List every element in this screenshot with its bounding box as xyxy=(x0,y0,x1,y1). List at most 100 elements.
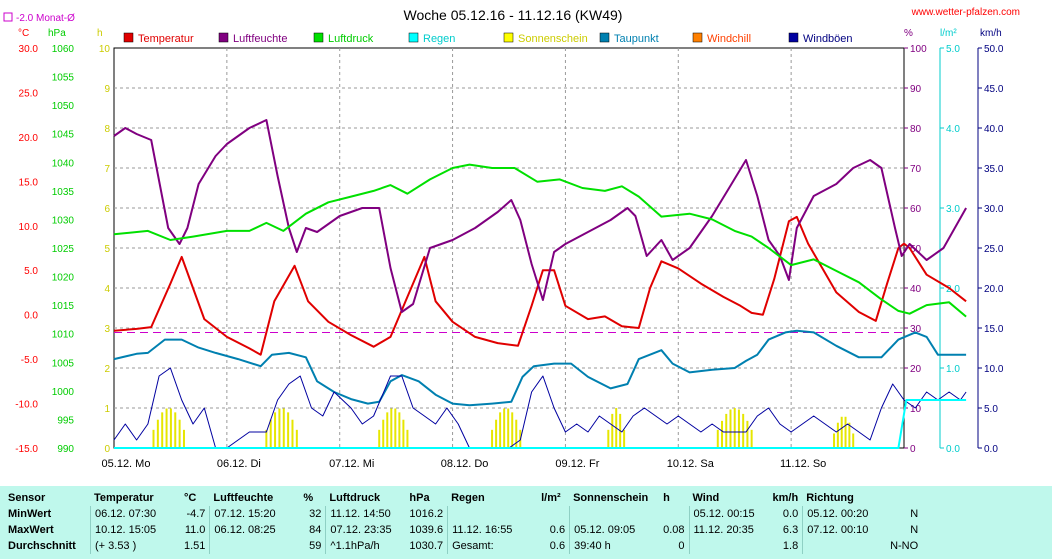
celsius-tick-label: -5.0 xyxy=(21,355,39,366)
hpa-tick-label: 995 xyxy=(57,415,74,426)
stats-row-avg: Durchschnitt (+ 3.53 ) 1.51 59 ^1.1hPa/h… xyxy=(4,538,922,554)
stats-header-sun: Sonnenschein xyxy=(573,492,649,504)
legend-label: Windböen xyxy=(803,33,853,45)
hpa-tick-label: 1050 xyxy=(52,101,75,112)
stats-header-wind: Wind xyxy=(692,492,720,504)
celsius-tick-label: 15.0 xyxy=(19,177,39,188)
stats-header-rain-unit: l/m² xyxy=(541,492,561,504)
hpa-tick-label: 1000 xyxy=(52,387,75,398)
celsius-tick-label: 20.0 xyxy=(19,133,39,144)
h-tick-label: 2 xyxy=(104,364,110,375)
stats-header-sensor: Sensor xyxy=(8,492,46,504)
lm2-tick-label: 4.0 xyxy=(946,124,960,135)
stats-cell xyxy=(447,506,537,522)
stats-cell: 39:40 h xyxy=(569,538,659,554)
kmh-tick-label: 40.0 xyxy=(984,124,1004,135)
legend-swatch xyxy=(692,32,703,43)
legend-label: Luftdruck xyxy=(328,33,374,45)
hpa-tick-label: 1010 xyxy=(52,330,75,341)
legend-swatch xyxy=(408,32,419,43)
stats-cell: -4.7 xyxy=(186,508,206,520)
stats-cell: 1.51 xyxy=(184,540,206,552)
h-tick-label: 8 xyxy=(104,124,110,135)
series-line-luftdruck xyxy=(113,163,967,318)
stats-cell: 06.12. 07:30 xyxy=(90,506,180,522)
percent-tick-label: 100 xyxy=(910,44,927,55)
stats-cell: 05.12. 09:05 xyxy=(569,522,659,538)
kmh-tick-label: 10.0 xyxy=(984,364,1004,375)
stats-cell: N xyxy=(910,524,919,536)
stats-header-press: Luftdruck xyxy=(329,492,381,504)
legend-swatch xyxy=(123,32,134,43)
unit-celsius: °C xyxy=(18,28,29,39)
hpa-tick-label: 1015 xyxy=(52,301,75,312)
h-tick-label: 3 xyxy=(104,324,110,335)
series-line-windböen xyxy=(113,367,967,449)
stats-cell: 05.12. 00:20 xyxy=(802,506,884,522)
day-label: 08.12. Do xyxy=(441,458,489,470)
stats-cell: ^1.1hPa/h xyxy=(325,538,405,554)
stats-cell: 0.6 xyxy=(549,524,566,536)
unit-kmh: km/h xyxy=(980,28,1002,39)
kmh-tick-label: 5.0 xyxy=(984,404,998,415)
legend-label: Regen xyxy=(423,33,455,45)
hpa-tick-label: 1035 xyxy=(52,187,75,198)
stats-header-sun-unit: h xyxy=(663,492,670,504)
celsius-tick-label: 25.0 xyxy=(19,88,39,99)
stats-header-dir-unit xyxy=(884,490,922,506)
stats-cell: N-NO xyxy=(890,540,919,552)
percent-tick-label: 0 xyxy=(910,444,916,455)
stats-cell xyxy=(659,506,688,522)
percent-tick-label: 90 xyxy=(910,84,922,95)
stats-cell xyxy=(569,506,659,522)
stats-header-rain: Regen xyxy=(451,492,485,504)
series-line-regen xyxy=(114,399,967,449)
kmh-tick-label: 45.0 xyxy=(984,84,1004,95)
series-line-luftfeuchte xyxy=(113,119,967,313)
site-link[interactable]: www.wetter-pfalzen.com xyxy=(911,7,1020,18)
hpa-tick-label: 1040 xyxy=(52,158,75,169)
stats-header-wind-unit: km/h xyxy=(772,492,799,504)
lm2-tick-label: 0.0 xyxy=(946,444,960,455)
unit-h: h xyxy=(97,28,103,39)
stats-label: MaxWert xyxy=(8,524,54,536)
day-label: 06.12. Di xyxy=(217,458,261,470)
stats-header-temp-unit: °C xyxy=(184,492,197,504)
stats-label: Durchschnitt xyxy=(8,540,76,552)
stats-cell: 07.12. 00:10 xyxy=(802,522,884,538)
stats-header-press-unit: hPa xyxy=(409,492,430,504)
hpa-tick-label: 1030 xyxy=(52,215,75,226)
stats-cell: 1039.6 xyxy=(409,524,444,536)
celsius-tick-label: 5.0 xyxy=(24,266,38,277)
h-tick-label: 4 xyxy=(104,284,110,295)
lm2-tick-label: 1.0 xyxy=(946,364,960,375)
stats-cell: 05.12. 00:15 xyxy=(688,506,769,522)
legend-swatch xyxy=(218,32,229,43)
stats-header-row: Sensor Temperatur °C Luftfeuchte % Luftd… xyxy=(4,490,922,506)
stats-cell: 0.0 xyxy=(782,508,799,520)
stats-cell: 11.0 xyxy=(184,524,206,536)
h-tick-label: 5 xyxy=(104,244,110,255)
legend-label: Temperatur xyxy=(138,33,194,45)
unit-percent: % xyxy=(904,28,913,39)
stats-cell: (+ 3.53 ) xyxy=(90,538,180,554)
stats-cell: 1030.7 xyxy=(409,540,444,552)
hpa-tick-label: 1005 xyxy=(52,358,75,369)
celsius-tick-label: 30.0 xyxy=(19,44,39,55)
monthly-avg-label: -2.0 Monat-Ø xyxy=(16,13,75,24)
stats-cell: 84 xyxy=(309,524,322,536)
stats-cell: 11.12. 14:50 xyxy=(325,506,405,522)
day-labels: 05.12. Mo 06.12. Di 07.12. Mi 08.12. Do 09.1… xyxy=(102,458,827,470)
celsius-tick-label: -10.0 xyxy=(15,400,38,411)
hpa-tick-label: 1020 xyxy=(52,273,75,284)
legend: Temperatur Luftfeuchte Luftdruck Regen Sonne… xyxy=(123,32,853,45)
stats-cell: N xyxy=(910,508,919,520)
day-label: 07.12. Mi xyxy=(329,458,374,470)
h-tick-label: 0 xyxy=(104,444,110,455)
stats-cell: 59 xyxy=(309,540,322,552)
celsius-tick-label: 10.0 xyxy=(19,222,39,233)
lm2-tick-label: 5.0 xyxy=(946,44,960,55)
h-tick-label: 7 xyxy=(104,164,110,175)
percent-tick-label: 80 xyxy=(910,124,922,135)
kmh-tick-label: 25.0 xyxy=(984,244,1004,255)
